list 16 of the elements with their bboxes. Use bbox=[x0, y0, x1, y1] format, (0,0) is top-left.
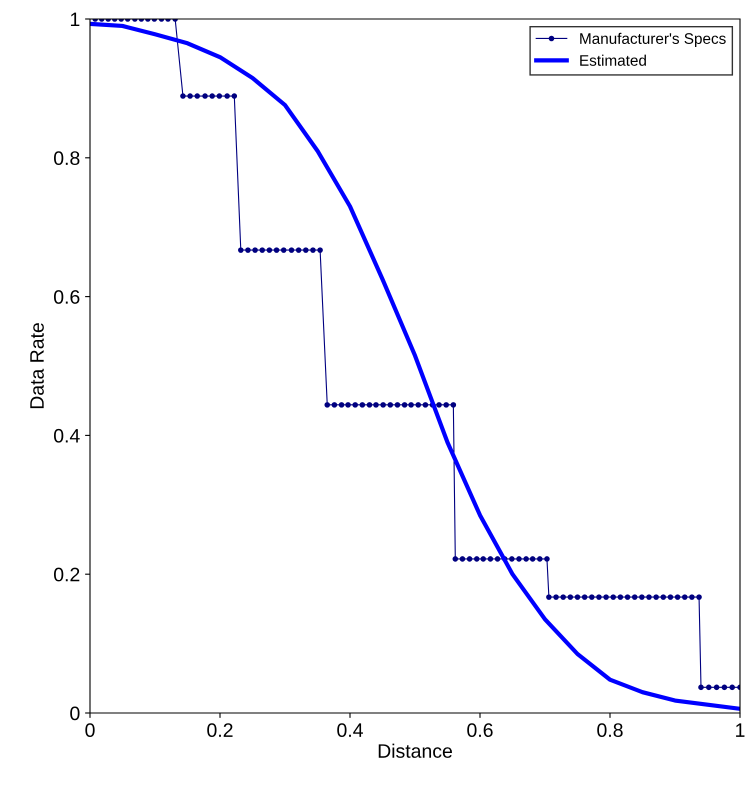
x-tick-label: 0.8 bbox=[597, 723, 623, 738]
x-tick-label: 0.2 bbox=[207, 723, 233, 738]
y-tick-label: 0.4 bbox=[54, 428, 80, 443]
y-tick-label: 0.8 bbox=[54, 151, 80, 166]
legend-label: Estimated bbox=[580, 54, 646, 66]
y-tick-label: 1 bbox=[70, 12, 80, 26]
legend-label: Manufacturer's Specs bbox=[580, 32, 726, 47]
y-axis-title: Data Rate bbox=[30, 323, 44, 408]
x-tick-label: 0.4 bbox=[337, 723, 363, 738]
x-tick-label: 1 bbox=[736, 723, 744, 737]
y-tick-label: 0 bbox=[70, 706, 80, 720]
x-axis-title: Distance bbox=[378, 744, 452, 758]
y-tick-label: 0.2 bbox=[54, 568, 80, 582]
x-tick-label: 0 bbox=[85, 723, 95, 738]
x-tick-label: 0.6 bbox=[467, 723, 493, 738]
y-tick-label: 0.6 bbox=[54, 290, 80, 304]
